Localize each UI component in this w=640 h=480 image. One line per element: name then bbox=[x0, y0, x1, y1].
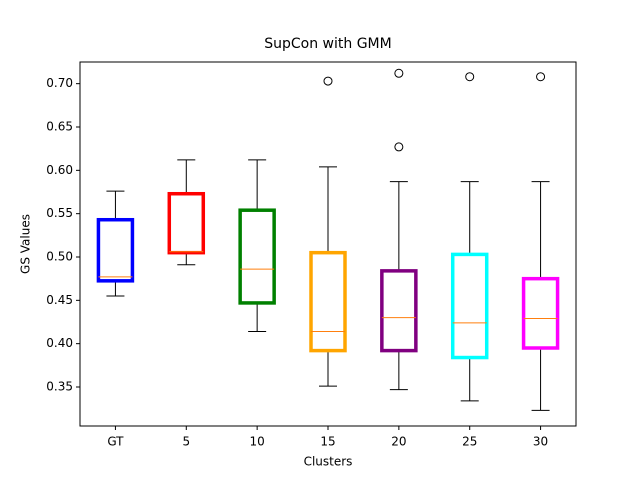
flier bbox=[394, 142, 404, 152]
x-axis-label: Clusters bbox=[304, 455, 353, 469]
box bbox=[238, 208, 276, 305]
y-tick-label: 0.60 bbox=[46, 163, 73, 177]
flier bbox=[536, 72, 546, 82]
flier bbox=[465, 72, 475, 82]
box bbox=[521, 276, 560, 350]
box bbox=[309, 250, 347, 353]
x-tick-label: 20 bbox=[391, 435, 406, 449]
x-tick-label: 30 bbox=[533, 435, 548, 449]
y-tick-label: 0.45 bbox=[46, 293, 73, 307]
x-tick-label: 25 bbox=[462, 435, 477, 449]
y-tick-label: 0.65 bbox=[46, 120, 73, 134]
plot-frame bbox=[79, 61, 577, 427]
y-tick-label: 0.55 bbox=[46, 206, 73, 220]
box bbox=[450, 252, 489, 360]
box bbox=[96, 217, 135, 283]
x-tick-label: 15 bbox=[320, 435, 335, 449]
box bbox=[380, 269, 418, 353]
x-tick-label: 10 bbox=[250, 435, 265, 449]
box bbox=[167, 191, 206, 255]
y-tick-label: 0.35 bbox=[46, 380, 73, 394]
chart-title: SupCon with GMM bbox=[264, 36, 391, 52]
y-tick-label: 0.50 bbox=[46, 250, 73, 264]
x-tick-label: GT bbox=[107, 435, 124, 449]
y-tick-label: 0.70 bbox=[46, 76, 73, 90]
x-tick-label: 5 bbox=[182, 435, 190, 449]
flier bbox=[394, 68, 404, 78]
flier bbox=[323, 76, 333, 86]
y-axis-label: GS Values bbox=[19, 214, 33, 274]
y-tick-label: 0.40 bbox=[46, 336, 73, 350]
